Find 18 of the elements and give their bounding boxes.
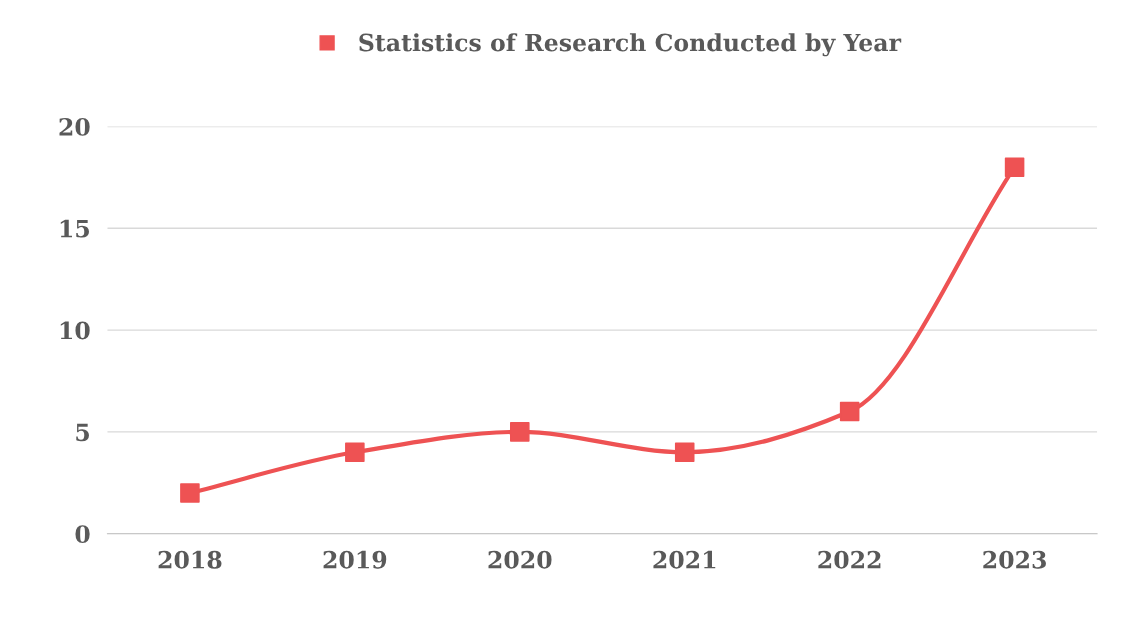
x-tick-label: 2018 bbox=[158, 550, 222, 569]
x-tick-label: 2022 bbox=[818, 550, 881, 569]
x-tick-label: 2019 bbox=[323, 550, 387, 569]
x-tick-label: 2020 bbox=[488, 550, 552, 569]
y-tick-label: 0 bbox=[75, 525, 90, 544]
y-tick-label: 20 bbox=[59, 117, 90, 136]
y-tick-label: 15 bbox=[60, 219, 89, 238]
point bbox=[1004, 157, 1025, 177]
legend-label: Statistics of Research Conducted by Year bbox=[359, 33, 902, 57]
x-tick-label: 2021 bbox=[653, 550, 716, 569]
point bbox=[839, 401, 860, 422]
y-tick-label: 10 bbox=[60, 321, 90, 340]
point bbox=[510, 422, 530, 442]
x-tick-label: 2023 bbox=[983, 550, 1046, 569]
point bbox=[345, 442, 365, 463]
point bbox=[180, 483, 200, 503]
y-tick-label: 5 bbox=[76, 423, 89, 442]
point bbox=[674, 442, 695, 463]
